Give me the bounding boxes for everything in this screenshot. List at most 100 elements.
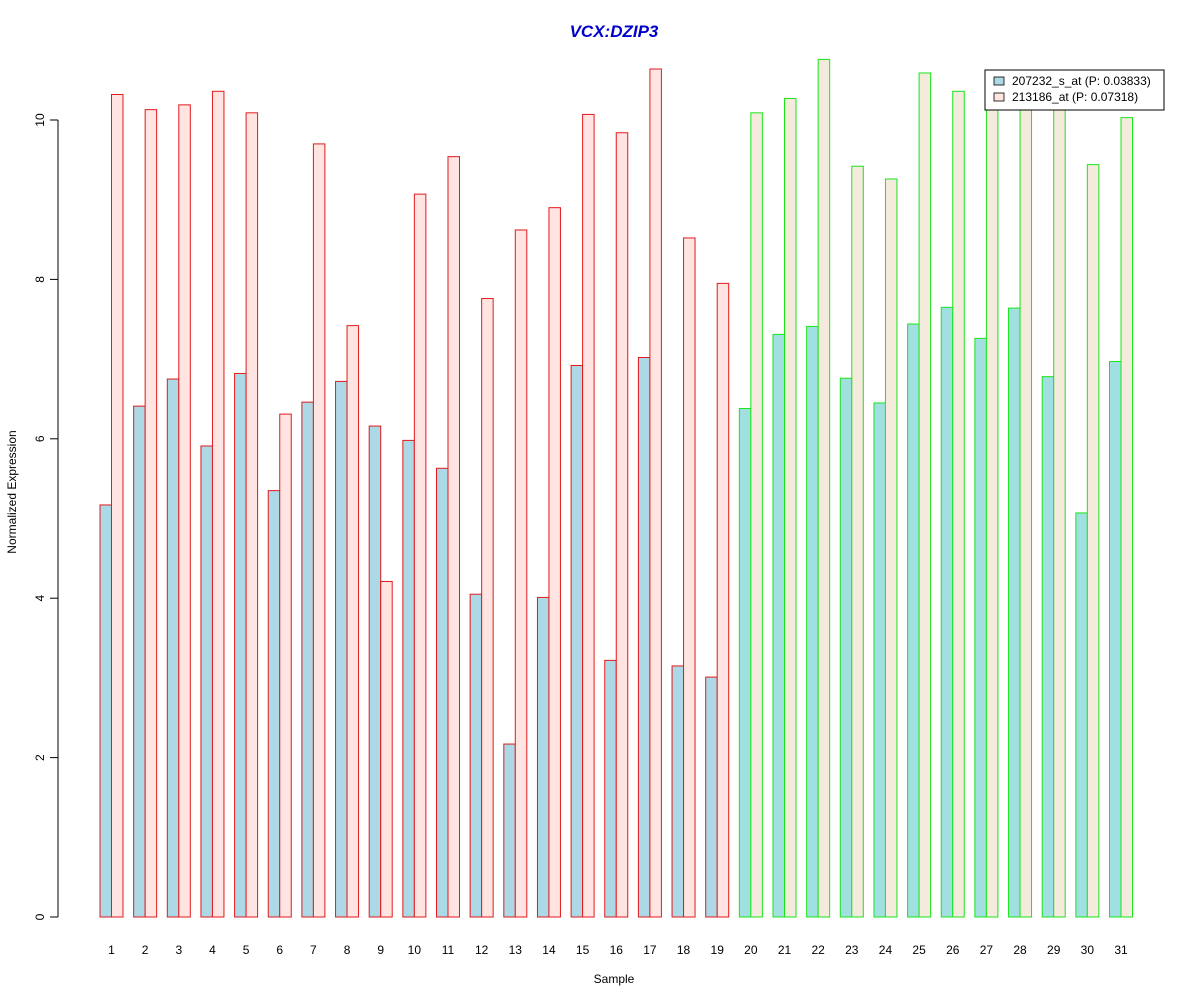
- y-tick-label: 4: [33, 595, 47, 602]
- bar-series-1-sample-7: [301, 401, 314, 918]
- bar-series-2-sample-22: [817, 58, 831, 918]
- bar-series-1-sample-14: [536, 596, 550, 918]
- x-tick-label: 14: [542, 943, 556, 957]
- x-tick-label: 19: [711, 943, 725, 957]
- x-tick-label: 9: [377, 943, 384, 957]
- legend-label-series-2: 213186_at (P: 0.07318): [1012, 90, 1138, 104]
- x-tick-label: 16: [610, 943, 624, 957]
- bar-series-2-sample-25: [918, 72, 932, 918]
- bar-series-2-sample-21: [784, 97, 797, 918]
- x-tick-labels: 1 2 3 4 5 6 7 8 9 10 11 12 13 14 15 16 17 18 19 20 21 22 23 24 2…: [108, 943, 1128, 957]
- x-tick-label: 12: [475, 943, 489, 957]
- bar-series-1-sample-1: [99, 504, 112, 918]
- x-tick-label: 29: [1047, 943, 1061, 957]
- x-tick-label: 6: [276, 943, 283, 957]
- bar-series-1-sample-25: [907, 323, 920, 918]
- bar-series-2-sample-7: [312, 143, 326, 918]
- bar-series-1-sample-31: [1109, 360, 1122, 918]
- bar-series-2-sample-18: [683, 237, 696, 918]
- bar-series-2-sample-31: [1120, 117, 1133, 918]
- x-tick-label: 5: [243, 943, 250, 957]
- bar-series-1-sample-21: [772, 333, 785, 918]
- bar-series-2-sample-2: [144, 109, 158, 918]
- bar-series-1-sample-15: [570, 364, 584, 918]
- x-tick-label: 2: [142, 943, 149, 957]
- y-axis-label: Normalized Expression: [5, 430, 19, 553]
- bar-series-2-sample-15: [582, 113, 595, 918]
- x-tick-label: 8: [344, 943, 351, 957]
- bar-series-1-sample-26: [940, 306, 954, 918]
- legend: 207232_s_at (P: 0.03833) 213186_at (P: 0…: [984, 69, 1165, 111]
- bar-series-2-sample-6: [279, 413, 292, 918]
- bar-series-1-sample-6: [267, 490, 281, 918]
- bar-series-2-sample-29: [1053, 100, 1066, 918]
- bar-series-1-sample-18: [671, 665, 685, 918]
- bar-series-2-sample-17: [649, 68, 662, 918]
- bar-series-2-sample-12: [481, 298, 494, 918]
- x-tick-label: 28: [1013, 943, 1027, 957]
- bar-series-1-sample-23: [839, 377, 853, 918]
- bar-series-1-sample-30: [1075, 512, 1088, 918]
- x-tick-label: 15: [576, 943, 590, 957]
- bar-series-1-sample-22: [806, 325, 819, 918]
- bar-series-2-sample-13: [514, 229, 528, 918]
- y-axis: 0 2 4 6 8 10: [33, 113, 59, 920]
- x-tick-label: 22: [811, 943, 825, 957]
- bar-series-2-sample-10: [413, 193, 427, 918]
- x-axis-label: Sample: [594, 972, 635, 986]
- x-tick-label: 27: [980, 943, 994, 957]
- bar-series-2-sample-9: [380, 580, 393, 918]
- bar-series-2-sample-24: [884, 178, 898, 918]
- y-tick-label: 6: [33, 435, 47, 442]
- bar-series-2-sample-3: [178, 104, 191, 918]
- x-tick-label: 1: [108, 943, 115, 957]
- bar-series-1-sample-29: [1041, 376, 1055, 918]
- bar-series-2-sample-28: [1019, 95, 1033, 918]
- bar-series-1-sample-17: [637, 357, 651, 918]
- bar-series-2-sample-4: [211, 90, 225, 918]
- y-tick-label: 2: [33, 754, 47, 761]
- bar-series-2-sample-1: [111, 93, 124, 918]
- bar-series-1-sample-9: [368, 425, 382, 918]
- bar-series-1-sample-5: [234, 372, 247, 918]
- bar-series-2-sample-16: [615, 132, 629, 918]
- bar-series-2-sample-11: [447, 156, 460, 918]
- bar-series-2-sample-8: [346, 325, 360, 918]
- bar-series-1-sample-27: [974, 337, 987, 918]
- x-tick-label: 31: [1114, 943, 1128, 957]
- legend-swatch-series-2: [993, 92, 1005, 102]
- bars: [99, 58, 1133, 918]
- bar-series-1-sample-8: [335, 380, 348, 918]
- x-tick-label: 18: [677, 943, 691, 957]
- x-tick-label: 30: [1081, 943, 1095, 957]
- bar-series-1-sample-13: [503, 743, 516, 918]
- x-tick-label: 17: [643, 943, 657, 957]
- x-tick-label: 7: [310, 943, 317, 957]
- bar-series-2-sample-27: [985, 93, 999, 918]
- x-tick-label: 21: [778, 943, 792, 957]
- x-tick-label: 26: [946, 943, 960, 957]
- legend-swatch-series-1: [993, 76, 1005, 86]
- bar-series-2-sample-5: [245, 112, 259, 918]
- bar-series-2-sample-20: [750, 112, 763, 918]
- bar-series-2-sample-19: [716, 282, 730, 918]
- bar-series-1-sample-10: [402, 439, 415, 918]
- bar-series-1-sample-2: [133, 405, 146, 918]
- bar-series-1-sample-11: [436, 467, 449, 918]
- x-tick-label: 23: [845, 943, 859, 957]
- x-tick-label: 3: [175, 943, 182, 957]
- bar-series-1-sample-4: [200, 445, 213, 918]
- bar-series-2-sample-30: [1086, 164, 1100, 918]
- bar-series-1-sample-20: [738, 408, 752, 918]
- y-tick-label: 10: [33, 113, 47, 127]
- bar-series-1-sample-19: [705, 676, 718, 918]
- bar-series-1-sample-24: [873, 402, 886, 918]
- bar-series-1-sample-3: [166, 378, 180, 918]
- y-tick-label: 8: [33, 276, 47, 283]
- bar-series-1-sample-12: [469, 593, 483, 918]
- x-tick-label: 13: [509, 943, 523, 957]
- y-tick-label: 0: [33, 913, 47, 920]
- legend-box: [984, 69, 1165, 111]
- bar-series-2-sample-23: [851, 165, 864, 918]
- bar-series-2-sample-14: [548, 207, 561, 918]
